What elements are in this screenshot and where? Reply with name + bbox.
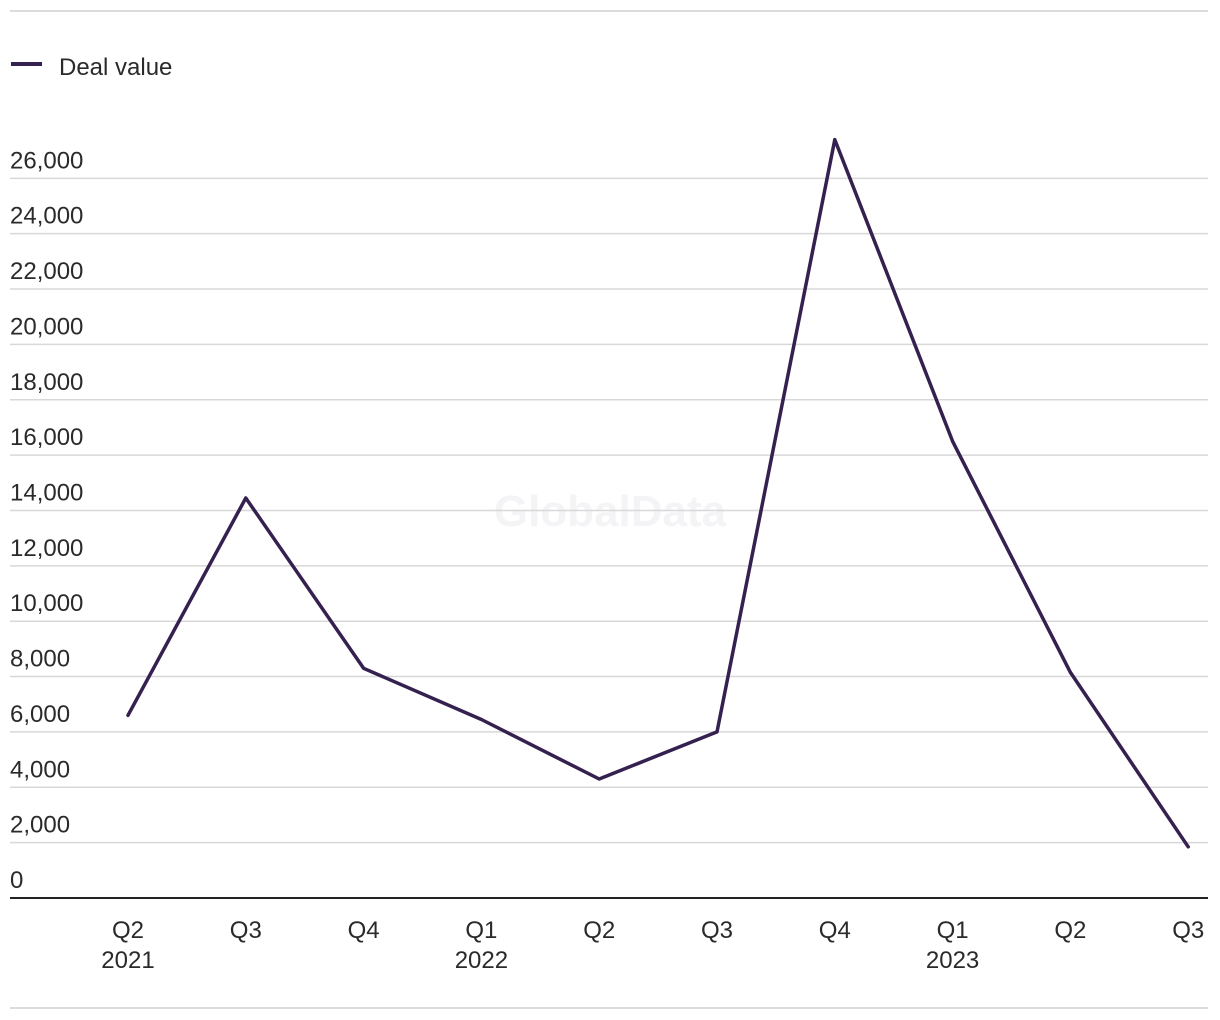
x-tick-label: Q4 — [348, 917, 380, 944]
y-tick-label: 20,000 — [10, 313, 83, 340]
x-tick-label: Q3 — [701, 917, 733, 944]
gridlines — [10, 177, 1208, 844]
x-tick-year-label: 2023 — [926, 947, 979, 974]
data-point — [479, 717, 483, 721]
y-tick-label: 0 — [10, 867, 23, 894]
data-point — [715, 730, 719, 734]
x-tick-label: Q3 — [230, 917, 262, 944]
x-tick-year-label: 2022 — [455, 947, 508, 974]
legend-label: Deal value — [59, 54, 172, 81]
data-point — [1186, 845, 1190, 849]
y-tick-label: 24,000 — [10, 203, 83, 230]
y-tick-label: 10,000 — [10, 590, 83, 617]
y-tick-label: 22,000 — [10, 258, 83, 285]
data-point — [362, 666, 366, 670]
y-axis-ticks: 0 2,000 4,000 6,000 8,000 10,000 12,000 14,000 1… — [10, 147, 83, 894]
data-point — [1068, 670, 1072, 674]
y-tick-label: 4,000 — [10, 756, 70, 783]
x-axis-ticks: Q2 2021 Q3 Q4 Q1 2022 Q2 Q3 Q4 Q1 2023 Q2 Q3 — [101, 917, 1204, 974]
x-tick-label: Q2 — [1054, 917, 1086, 944]
legend: Deal value — [11, 54, 172, 81]
y-tick-label: 26,000 — [10, 147, 83, 174]
y-tick-label: 18,000 — [10, 369, 83, 396]
data-point — [833, 138, 837, 142]
x-tick-label: Q1 — [937, 917, 969, 944]
data-point — [597, 777, 601, 781]
x-tick-year-label: 2021 — [101, 947, 154, 974]
x-tick-label: Q4 — [819, 917, 851, 944]
x-tick-label: Q1 — [465, 917, 497, 944]
y-tick-label: 2,000 — [10, 812, 70, 839]
x-tick-label: Q2 — [112, 917, 144, 944]
data-point — [951, 439, 955, 443]
x-tick-label: Q3 — [1172, 917, 1204, 944]
y-tick-label: 14,000 — [10, 479, 83, 506]
data-point — [126, 713, 130, 717]
y-tick-label: 6,000 — [10, 701, 70, 728]
series-line-deal-value — [126, 137, 1190, 849]
x-tick-label: Q2 — [583, 917, 615, 944]
series-layer — [126, 137, 1190, 849]
y-tick-label: 12,000 — [10, 535, 83, 562]
data-point — [244, 496, 248, 500]
watermark: GlobalData — [494, 487, 727, 536]
y-tick-label: 16,000 — [10, 424, 83, 451]
y-tick-label: 8,000 — [10, 646, 70, 673]
